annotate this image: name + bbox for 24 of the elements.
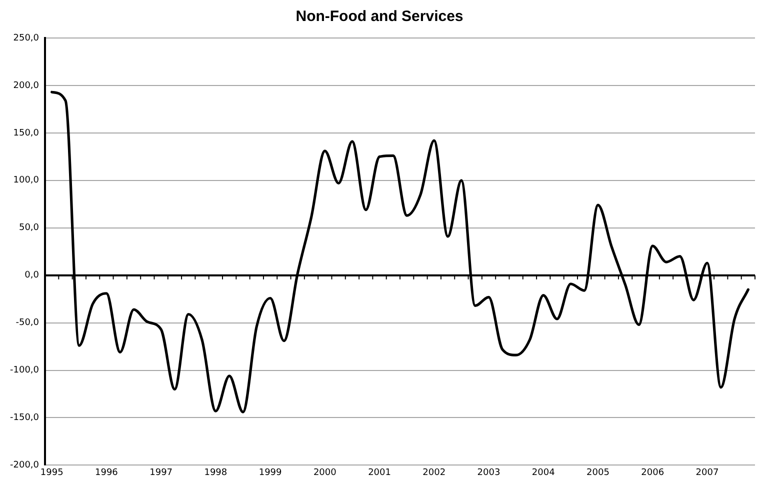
x-tick-label: 2004 <box>532 468 556 478</box>
y-tick-label: 200,0 <box>13 80 40 91</box>
y-tick-label: -150,0 <box>10 413 40 424</box>
y-tick-label: 100,0 <box>13 176 40 186</box>
x-tick-label: 1999 <box>258 468 282 478</box>
y-tick-label: -200,0 <box>10 460 40 471</box>
x-tick-label: 2003 <box>477 468 500 478</box>
x-tick-label: 2005 <box>586 468 610 478</box>
chart-title: Non-Food and Services <box>296 8 464 26</box>
y-tick-label: 150,0 <box>13 128 40 138</box>
x-tick-label: 2002 <box>422 468 446 478</box>
y-tick-label: 0,0 <box>24 270 40 281</box>
x-tick-label: 1996 <box>95 468 118 478</box>
x-tick-label: 1995 <box>40 468 64 478</box>
x-tick-label: 1997 <box>150 468 173 478</box>
y-tick-label: 250,0 <box>13 33 40 44</box>
y-tick-label: -50,0 <box>16 318 40 328</box>
y-tick-label: -100,0 <box>10 366 40 376</box>
x-tick-label: 2007 <box>696 468 719 478</box>
x-tick-label: 1998 <box>204 468 228 478</box>
x-tick-label: 2006 <box>641 468 664 478</box>
x-tick-label: 2001 <box>368 468 391 478</box>
x-tick-label: 2000 <box>313 468 337 478</box>
y-tick-label: 50,0 <box>18 223 40 234</box>
